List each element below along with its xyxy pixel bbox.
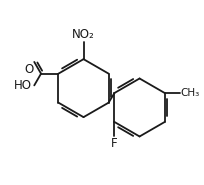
Text: O: O — [24, 63, 33, 76]
Text: CH₃: CH₃ — [180, 88, 199, 98]
Text: F: F — [111, 137, 118, 150]
Text: NO₂: NO₂ — [72, 28, 95, 41]
Text: HO: HO — [14, 79, 32, 92]
